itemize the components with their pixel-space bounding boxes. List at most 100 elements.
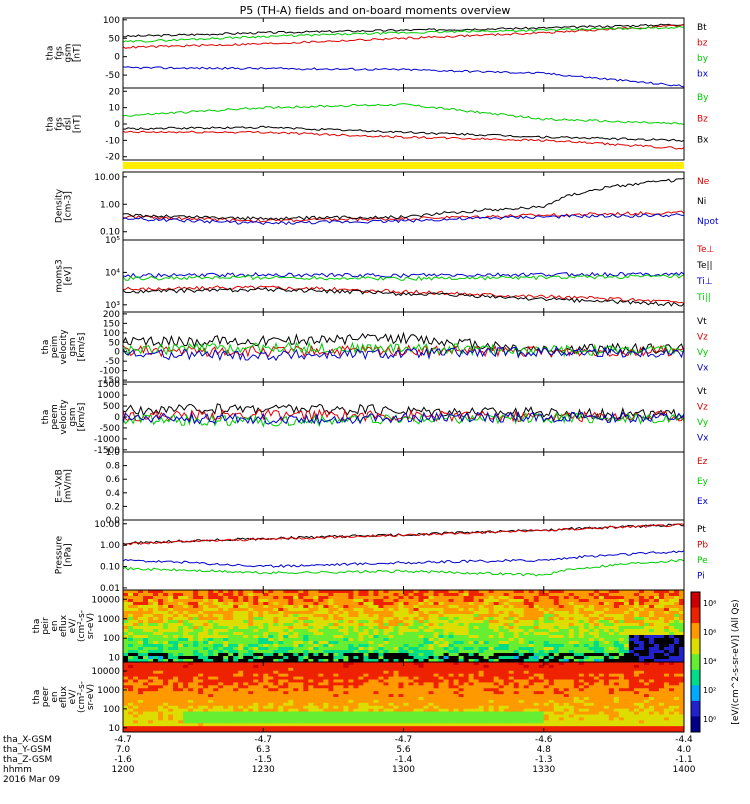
series-bt [123, 24, 684, 37]
plot-title: P5 (TH-A) fields and on-board moments ov… [240, 4, 511, 17]
xaxis-value: -1.6 [114, 755, 132, 765]
xaxis-value: 1200 [112, 765, 135, 775]
xaxis-value: -1.3 [535, 755, 553, 765]
series-pi [123, 551, 684, 567]
ytick-label: 0.01 [100, 584, 120, 594]
ylabel-line: [km/s] [77, 333, 87, 362]
ytick-label: 1000 [97, 686, 120, 696]
ylabel: Pressure[nPa] [55, 535, 74, 574]
series-bz [123, 131, 684, 149]
ytick-label: 10 [109, 654, 121, 664]
ytick-label: -500 [100, 424, 121, 434]
ytick-label: 100 [103, 634, 120, 644]
xaxis-value: -4.7 [254, 735, 272, 745]
legend-entry: Vt [697, 317, 707, 327]
legend-entry: Vz [697, 403, 708, 413]
ylabel: Density[cm-3] [55, 188, 74, 223]
ytick-label: 0.10 [100, 563, 120, 573]
xaxis-value: 4.8 [537, 745, 552, 755]
legend-entry: Pi [697, 572, 705, 582]
ytick-label: 10.00 [94, 520, 120, 530]
ytick-label: 10000 [91, 595, 120, 605]
ytick-label: 0 [114, 53, 120, 63]
legend-entry: Ez [697, 457, 708, 467]
legend-entry: Te|| [696, 261, 713, 271]
legend-entry: Bz [697, 114, 708, 124]
series-pe [123, 560, 684, 576]
series-bx [123, 67, 684, 87]
colorbar-tick: 10⁸ [703, 599, 716, 608]
series-ni [123, 178, 684, 220]
legend-entry: Vz [697, 333, 708, 343]
ytick-label: 100 [103, 705, 120, 715]
legend-entry: By [697, 93, 709, 103]
legend-entry: Ni [697, 197, 706, 207]
ylabel-line: [km/s] [77, 403, 87, 432]
ytick-label: -1000 [94, 435, 120, 445]
ytick-label: -20 [105, 153, 120, 163]
ylabel-line: [nT] [73, 44, 83, 62]
ylabel-line: sr-eV) [86, 613, 96, 639]
xaxis-value: 4.0 [677, 745, 692, 755]
ytick-label: 1.0 [106, 448, 121, 458]
legend-entry: Bt [697, 23, 707, 33]
series-vx [123, 347, 684, 360]
legend-entry: Pe [697, 556, 708, 566]
xaxis-value: -4.6 [535, 735, 553, 745]
legend-entry: Vt [697, 387, 707, 397]
legend-entry: Npot [697, 217, 719, 227]
ylabel-line: [mV/m] [64, 469, 74, 503]
ylabel-line: [eV] [64, 267, 74, 286]
legend-entry: bx [697, 70, 709, 80]
xaxis-value: 1300 [392, 765, 415, 775]
xaxis-value: 1400 [673, 765, 696, 775]
panel-frame [123, 88, 684, 160]
xaxis-value: -1.4 [395, 755, 413, 765]
ytick-label: 10⁵ [105, 236, 120, 246]
ytick-label: 1500 [97, 380, 120, 390]
legend-entry: by [697, 54, 709, 64]
legend-entry: Ex [697, 497, 709, 507]
ytick-label: 10⁴ [105, 268, 120, 278]
xaxis-value: 7.0 [116, 745, 131, 755]
ylabel-line: sr-eV) [86, 684, 96, 710]
ylabel: moms3[eV] [55, 259, 74, 292]
legend-entry: Vy [697, 348, 709, 358]
xaxis-value: 1230 [252, 765, 275, 775]
ytick-label: 0.8 [106, 462, 121, 472]
ylabel-line: [nT] [73, 115, 83, 133]
ytick-label: 1000 [97, 615, 120, 625]
ytick-label: 100 [103, 16, 120, 26]
ytick-label: 50 [109, 34, 121, 44]
series-pb [123, 524, 684, 546]
series-ti [123, 275, 684, 281]
ytick-label: -10 [105, 136, 120, 146]
ytick-label: 0.4 [106, 489, 121, 499]
colorbar-label: [eV/(cm^2-s-sr-eV)] (All Qs) [731, 599, 741, 724]
ytick-label: 0 [114, 413, 120, 423]
series-bz [123, 25, 684, 49]
ytick-label: 10 [109, 724, 121, 734]
colorbar-tick: 10² [703, 686, 716, 695]
xaxis-value: -4.4 [675, 735, 693, 745]
legend-entry: bz [697, 39, 708, 49]
ylabel: E=-VxB[mV/m] [55, 469, 74, 503]
panel-frame [123, 172, 684, 240]
ylabel-line: [nPa] [64, 543, 74, 566]
